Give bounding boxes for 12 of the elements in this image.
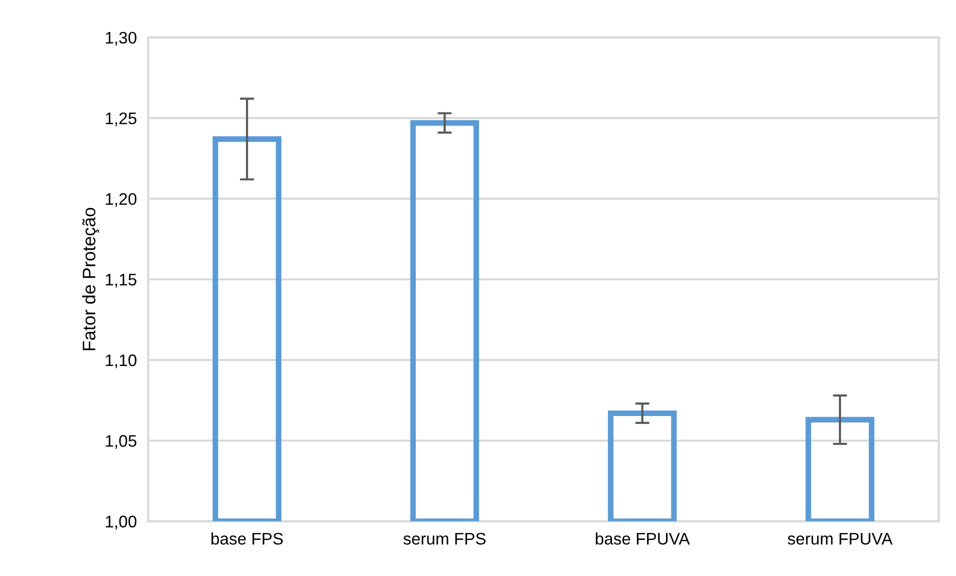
y-tick-label: 1,25	[106, 112, 136, 126]
x-tick-label: base FPS	[211, 532, 283, 545]
y-axis-title: Fator de Proteção	[82, 208, 100, 350]
y-tick-label: 1,00	[106, 516, 136, 530]
y-tick-label: 1,30	[106, 32, 136, 46]
y-tick-label: 1,05	[106, 435, 136, 449]
x-tick-label: serum FPS	[403, 532, 486, 545]
y-tick-label: 1,15	[106, 274, 136, 288]
y-tick-label: 1,20	[106, 193, 136, 207]
x-tick-label: base FPUVA	[596, 532, 690, 545]
x-tick-label: serum FPUVA	[788, 533, 893, 545]
y-tick-label: 1,10	[106, 354, 136, 368]
